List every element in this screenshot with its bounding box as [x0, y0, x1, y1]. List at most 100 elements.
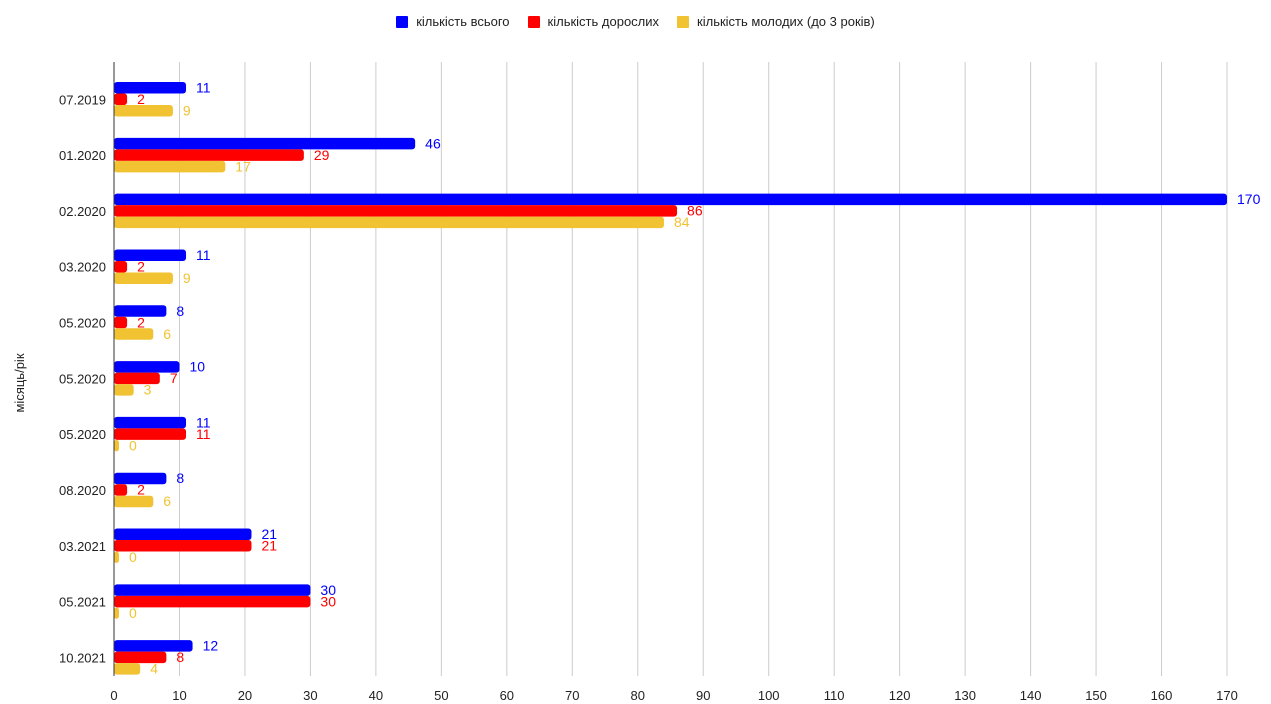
data-label: 0	[129, 437, 137, 453]
x-tick-label: 150	[1085, 688, 1107, 703]
x-tick-label: 10	[172, 688, 186, 703]
bar-young[interactable]	[114, 495, 154, 508]
bar-young[interactable]	[114, 216, 664, 229]
y-axis-title: місяць/рік	[12, 353, 27, 412]
data-label: 11	[196, 414, 211, 430]
y-tick-label: 07.2019	[59, 92, 106, 107]
bar-adults[interactable]	[114, 372, 160, 385]
data-label: 9	[183, 270, 191, 286]
bar-total[interactable]	[114, 249, 187, 261]
x-tick-label: 110	[824, 688, 845, 703]
x-tick-label: 160	[1151, 688, 1173, 703]
bar-total[interactable]	[114, 416, 187, 429]
data-label: 0	[129, 549, 137, 565]
bar-adults[interactable]	[114, 484, 128, 496]
data-label: 170	[1237, 191, 1261, 207]
data-label: 21	[261, 526, 277, 542]
legend-label-adults: кількість дорослих	[547, 14, 660, 29]
x-tick-label: 40	[369, 688, 383, 703]
data-label: 2	[137, 258, 145, 274]
y-tick-label: 03.2020	[59, 260, 106, 275]
data-label: 6	[163, 493, 171, 509]
bar-total[interactable]	[114, 584, 311, 596]
bar-young[interactable]	[114, 607, 119, 619]
x-tick-label: 140	[1020, 688, 1042, 703]
x-tick-label: 120	[889, 688, 911, 703]
bar-adults[interactable]	[114, 316, 128, 329]
x-tick-label: 80	[631, 688, 645, 703]
y-tick-label: 10.2021	[59, 650, 106, 665]
bar-adults[interactable]	[114, 540, 252, 552]
data-label: 11	[196, 247, 211, 263]
x-tick-label: 30	[303, 688, 317, 703]
bar-adults[interactable]	[114, 651, 167, 664]
legend-item-adults[interactable]: кількість дорослих	[527, 14, 660, 29]
bar-layer	[114, 82, 1227, 675]
bar-total[interactable]	[114, 361, 180, 373]
bar-total[interactable]	[114, 528, 252, 541]
bar-young[interactable]	[114, 663, 141, 675]
y-tick-label: 03.2021	[59, 539, 106, 554]
bar-total[interactable]	[114, 640, 193, 652]
y-tick-label: 05.2021	[59, 595, 106, 610]
bar-young[interactable]	[114, 551, 119, 564]
data-label: 46	[425, 135, 441, 151]
axis-layer: 0 10 20 30 40 50 60 70 80 90 100 110 120 130 140 150 160…	[59, 62, 1238, 703]
y-tick-label: 05.2020	[59, 427, 106, 442]
data-label: 9	[183, 103, 191, 119]
x-tick-label: 0	[110, 688, 117, 703]
bar-young[interactable]	[114, 439, 119, 452]
data-label: 2	[137, 482, 145, 498]
bar-young[interactable]	[114, 384, 134, 396]
bar-adults[interactable]	[114, 149, 304, 161]
x-tick-label: 20	[238, 688, 252, 703]
data-label: 11	[196, 426, 211, 442]
data-label: 8	[176, 649, 184, 665]
data-label: 30	[320, 593, 336, 609]
legend-swatch-adults	[527, 15, 540, 28]
data-label: 30	[320, 582, 336, 598]
bar-total[interactable]	[114, 82, 187, 94]
data-label: 8	[176, 470, 184, 486]
data-label: 10	[189, 359, 205, 375]
bar-young[interactable]	[114, 160, 226, 173]
bar-total[interactable]	[114, 305, 167, 317]
data-label: 2	[137, 91, 145, 107]
data-label: 21	[261, 538, 277, 554]
data-label: 17	[235, 158, 251, 174]
bar-adults[interactable]	[114, 428, 187, 440]
label-layer: 1146170118101182130122298622711221308917…	[129, 80, 1261, 677]
data-label: 29	[314, 147, 330, 163]
y-tick-label: 01.2020	[59, 148, 106, 163]
bar-adults[interactable]	[114, 260, 128, 273]
legend-label-total: кількість всього	[416, 14, 510, 29]
bar-total[interactable]	[114, 137, 416, 150]
legend-item-young[interactable]: кількість молодих (до 3 років)	[677, 14, 875, 29]
data-label: 2	[137, 314, 145, 330]
x-tick-label: 90	[696, 688, 710, 703]
x-tick-label: 170	[1216, 688, 1238, 703]
legend: кількість всього кількість дорослих кіль…	[0, 14, 1271, 29]
x-tick-label: 50	[434, 688, 448, 703]
bar-total[interactable]	[114, 472, 167, 485]
data-label: 6	[163, 326, 171, 342]
data-label: 11	[196, 80, 211, 96]
bar-total[interactable]	[114, 193, 1227, 206]
bar-young[interactable]	[114, 105, 173, 117]
bar-adults[interactable]	[114, 205, 678, 217]
x-tick-label: 100	[758, 688, 780, 703]
bar-adults[interactable]	[114, 93, 128, 106]
data-label: 3	[144, 382, 152, 398]
y-tick-label: 08.2020	[59, 483, 106, 498]
data-label: 4	[150, 661, 158, 677]
bar-adults[interactable]	[114, 595, 311, 608]
bar-young[interactable]	[114, 328, 154, 340]
grid-layer	[178, 62, 1228, 676]
data-label: 84	[674, 214, 690, 230]
bar-young[interactable]	[114, 272, 173, 284]
legend-item-total[interactable]: кількість всього	[396, 14, 510, 29]
y-tick-label: 02.2020	[59, 204, 106, 219]
y-tick-label: 05.2020	[59, 316, 106, 331]
